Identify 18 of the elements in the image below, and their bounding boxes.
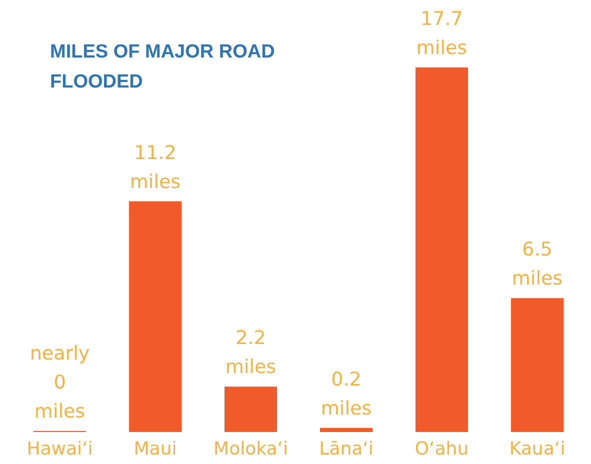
data-label: 17.7 miles: [416, 8, 468, 59]
data-label: 6.5 miles: [512, 238, 563, 290]
data-label: nearly 0 miles: [30, 342, 90, 422]
x-tick-label: Maui: [134, 438, 177, 460]
data-label: 11.2 miles: [130, 142, 181, 193]
bar: [415, 67, 468, 432]
data-label: 0.2 miles: [320, 368, 372, 420]
x-tick-label: Hawai‘i: [26, 438, 93, 460]
bar: [224, 386, 278, 432]
x-tick-label: Lāna‘i: [319, 438, 374, 460]
chart-title: MILES OF MAJOR ROAD FLOODED: [50, 42, 280, 92]
x-tick-label: O‘ahu: [414, 438, 469, 460]
bar: [510, 298, 564, 432]
x-tick-label: Kaua‘i: [509, 438, 566, 460]
x-tick-label: Moloka‘i: [214, 438, 288, 460]
bar: [128, 201, 182, 432]
data-label: 2.2 miles: [225, 327, 276, 378]
bar: [320, 428, 373, 432]
